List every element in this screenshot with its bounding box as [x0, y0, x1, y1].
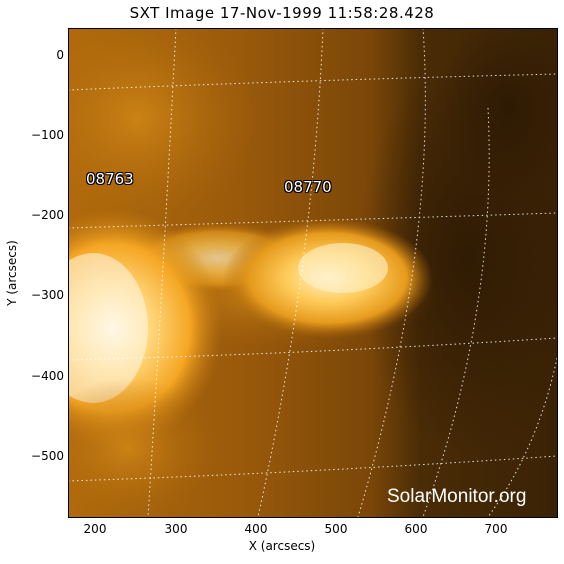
x-axis-label: X (arcsecs) [248, 539, 316, 553]
active-region-core [68, 253, 148, 403]
active-region-core [298, 243, 388, 293]
x-tick: 500 [324, 522, 348, 536]
x-tick: 400 [244, 522, 268, 536]
watermark: SolarMonitor.org [387, 486, 527, 507]
coronal-hole-north [438, 28, 557, 198]
y-tick: −300 [31, 288, 64, 302]
lower-glow [68, 378, 218, 517]
y-axis-label: Y (arcsecs) [5, 240, 19, 306]
x-tick: 600 [404, 522, 428, 536]
x-tick: 700 [484, 522, 508, 536]
y-tick: 0 [56, 48, 64, 62]
solar-image [68, 28, 557, 517]
solar-xray-image [68, 28, 557, 517]
x-tick: 300 [164, 522, 188, 536]
y-tick: −200 [31, 208, 64, 222]
region-label: 08770 [284, 178, 332, 196]
y-tick: −500 [31, 449, 64, 463]
region-label: 08763 [86, 170, 134, 188]
image-title: SXT Image 17-Nov-1999 11:58:28.428 [129, 4, 435, 22]
y-tick: −100 [31, 128, 64, 142]
x-tick: 200 [83, 522, 107, 536]
heliographic-grid [68, 28, 557, 517]
y-tick: −400 [31, 369, 64, 383]
corona-haze [68, 28, 258, 228]
